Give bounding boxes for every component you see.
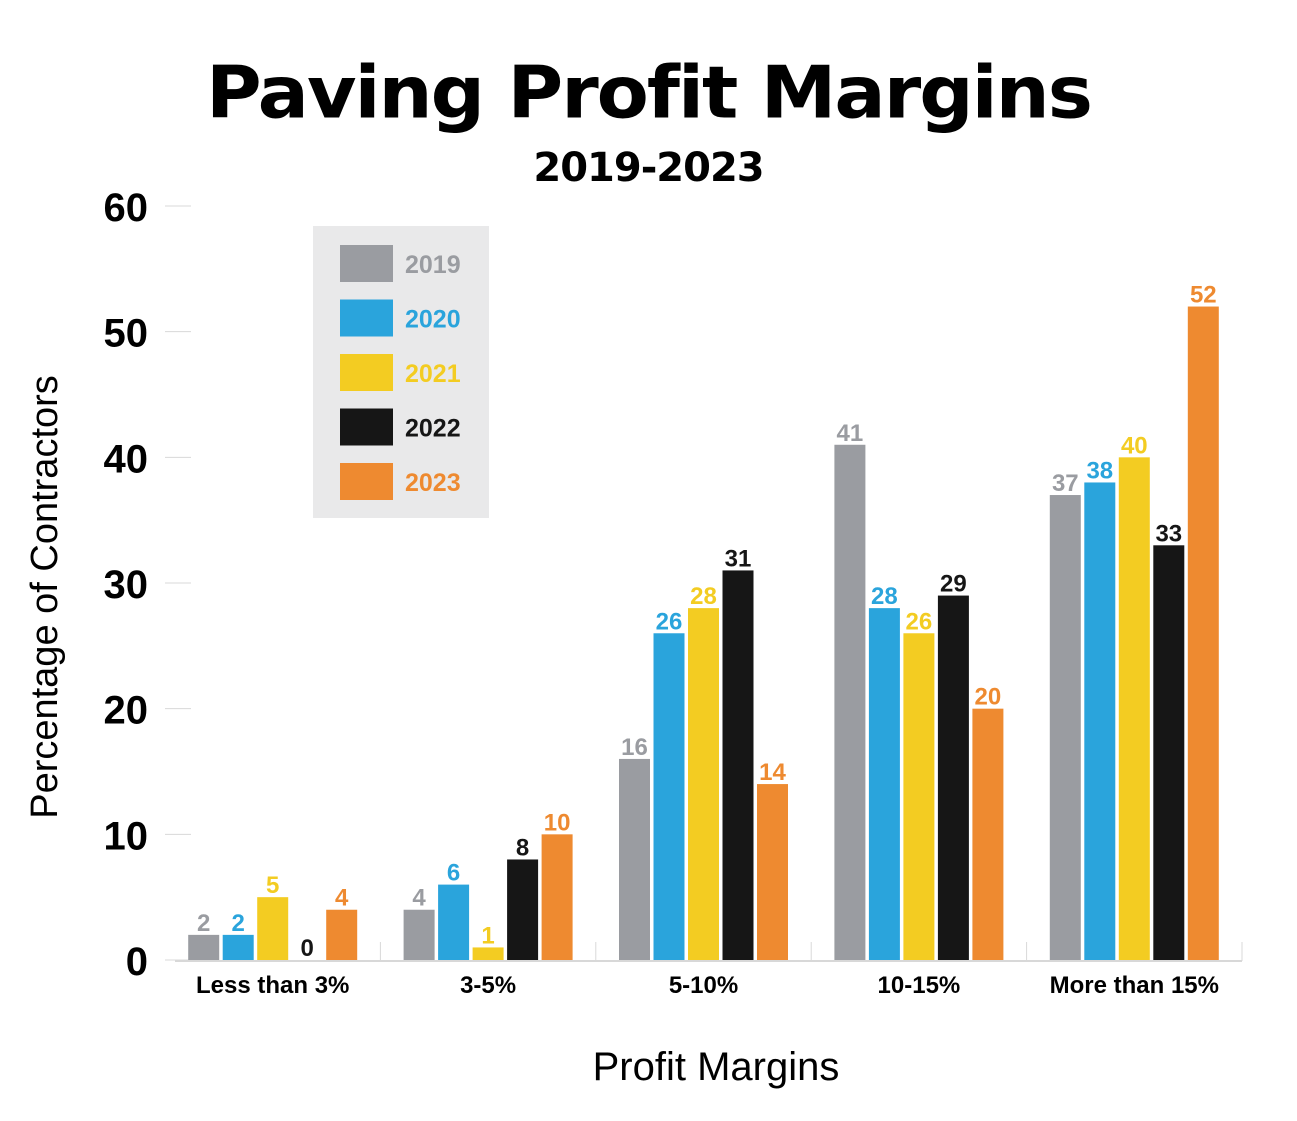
legend-label: 2023 [405,469,461,497]
y-tick-label: 60 [104,186,149,230]
bar [403,909,435,960]
legend-swatch [340,245,393,282]
legend-swatch [340,463,393,500]
x-tick-label: 3-5% [460,972,516,999]
bar [1187,306,1219,960]
y-tick-label: 30 [104,563,149,607]
legend-label: 2019 [405,251,461,279]
data-label: 31 [725,545,752,572]
legend-swatch [340,354,393,391]
data-label: 2 [232,910,245,937]
legend-box [313,226,489,518]
bar [1118,457,1150,960]
chart-title: Paving Profit Margins [206,50,1093,135]
data-label: 40 [1121,432,1148,459]
legend-label: 2021 [405,360,461,388]
y-axis-label: Percentage of Contractors [24,375,66,819]
chart-subtitle: 2019-2023 [533,145,764,191]
data-label: 20 [975,684,1002,711]
bar [653,633,685,960]
x-axis: Less than 3% 3-5% 5-10% 10-15% More than 15% [175,942,1243,999]
bar [1153,545,1185,960]
x-tick-label: 10-15% [878,972,961,999]
bar [1084,482,1116,960]
legend-swatch [340,408,393,446]
bar [438,884,470,960]
data-label: 8 [516,834,529,861]
y-tick-label: 10 [104,814,149,858]
bar [472,947,504,960]
x-axis-label: Profit Margins [593,1045,840,1089]
data-label: 6 [447,860,460,887]
bar [868,608,900,960]
bar [903,633,935,960]
x-tick-label: Less than 3% [196,972,349,999]
bar [222,934,254,960]
data-label: 26 [906,608,933,635]
data-label: 26 [656,608,683,635]
data-label: 37 [1052,470,1079,497]
bar [507,859,539,960]
legend-label: 2020 [405,306,461,334]
bar [257,897,289,960]
data-label: 52 [1190,282,1217,309]
bar [757,784,788,960]
bar [541,834,573,960]
data-label: 14 [759,759,786,786]
data-label: 28 [871,583,898,610]
x-tick-label: More than 15% [1050,972,1219,999]
data-label: 38 [1086,457,1113,484]
data-label: 29 [940,571,967,598]
bar [937,595,969,960]
y-tick-label: 20 [104,689,149,733]
data-label: 16 [621,734,648,761]
bar [972,708,1004,960]
bar [326,909,358,960]
legend-swatch [340,299,393,337]
data-label: 0 [301,935,314,962]
data-label: 4 [412,885,426,912]
data-label: 4 [335,885,349,912]
data-label: 1 [481,922,494,949]
y-tick-label: 40 [104,437,149,481]
y-tick-label: 0 [126,940,148,984]
y-axis: 0 10 20 30 40 50 60 [104,186,191,984]
bar [688,608,719,960]
bar [722,570,754,960]
bar [188,934,220,960]
data-label: 2 [197,910,210,937]
bar [1049,495,1081,960]
data-label: 5 [266,872,279,899]
bar [834,444,866,960]
y-tick-label: 50 [104,312,149,356]
data-label: 28 [690,583,717,610]
data-label: 10 [544,809,571,836]
legend: 2019 2020 2021 2022 2023 [313,226,489,518]
bar [619,758,650,960]
data-label: 33 [1155,520,1182,547]
legend-label: 2022 [405,415,461,443]
data-label: 41 [837,420,864,447]
x-tick-label: 5-10% [669,972,738,999]
